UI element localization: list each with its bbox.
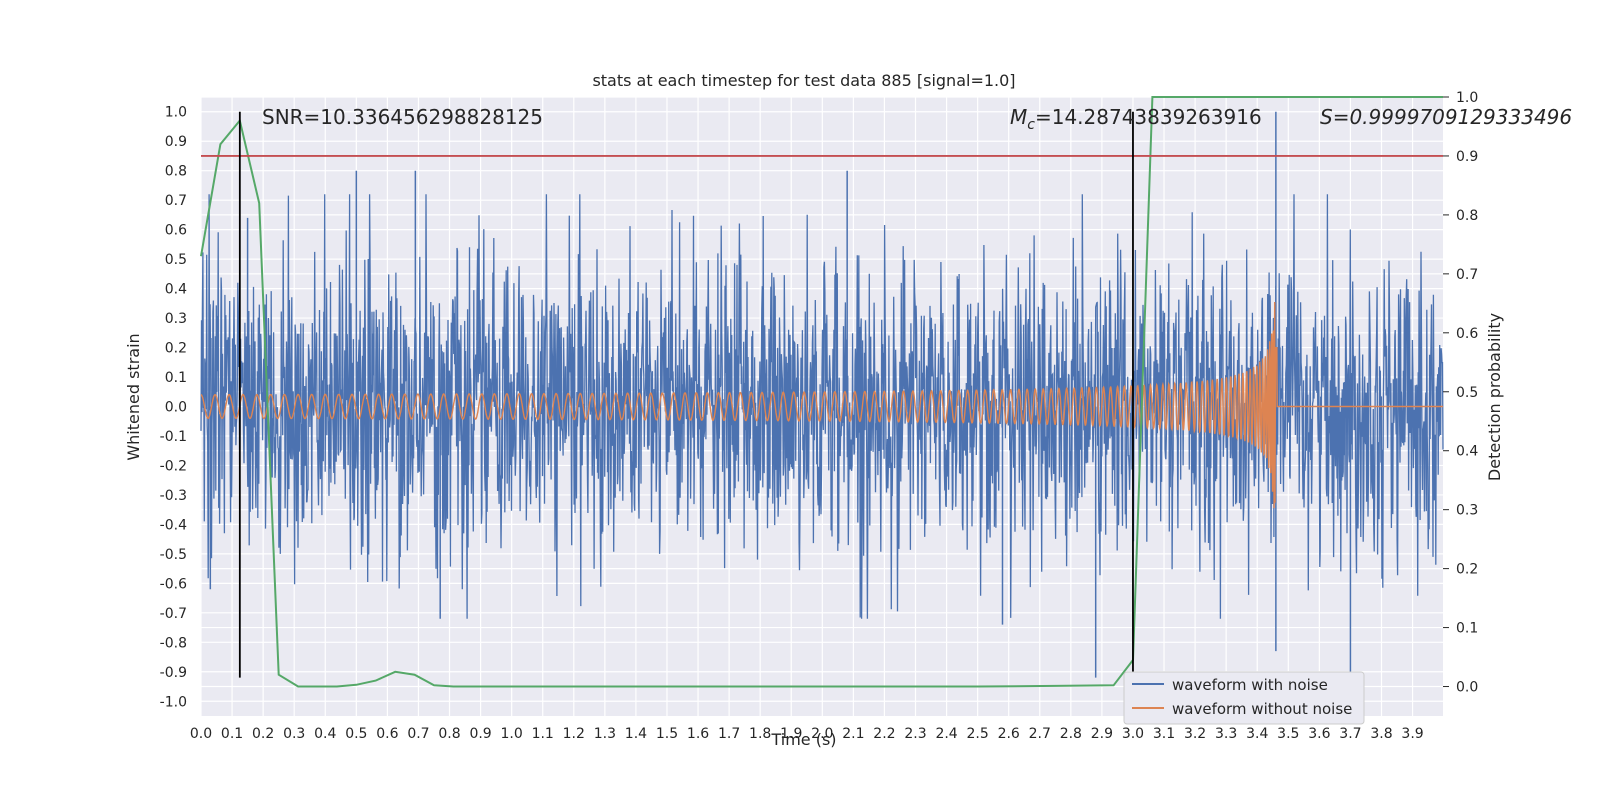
y2-tick-label: 0.7 bbox=[1456, 267, 1478, 283]
x-tick-label: 2.6 bbox=[998, 726, 1020, 742]
y-tick-label: -0.3 bbox=[160, 488, 187, 504]
legend: waveform with noise waveform without noi… bbox=[1124, 672, 1364, 724]
y-tick-label: -0.8 bbox=[160, 635, 187, 651]
x-tick-label: 1.3 bbox=[594, 726, 616, 742]
x-tick-label: 2.5 bbox=[967, 726, 989, 742]
x-tick-label: 2.9 bbox=[1091, 726, 1113, 742]
x-tick-label: 3.8 bbox=[1370, 726, 1392, 742]
y-tick-label: 0.6 bbox=[165, 223, 187, 239]
y2-axis-label: Detection probability bbox=[1485, 313, 1504, 481]
x-tick-label: 3.6 bbox=[1308, 726, 1330, 742]
x-tick-label: 0.4 bbox=[314, 726, 336, 742]
x-tick-label: 3.5 bbox=[1277, 726, 1299, 742]
y-tick-label: -0.9 bbox=[160, 665, 187, 681]
x-tick-label: 0.5 bbox=[345, 726, 367, 742]
x-tick-label: 2.8 bbox=[1060, 726, 1082, 742]
y-tick-label: -1.0 bbox=[160, 694, 187, 710]
snr-annotation: SNR=10.336456298828125 bbox=[262, 105, 543, 129]
y-tick-label: -0.6 bbox=[160, 576, 187, 592]
x-tick-label: 1.0 bbox=[501, 726, 523, 742]
x-tick-label: 2.4 bbox=[935, 726, 957, 742]
x-tick-label: 3.7 bbox=[1339, 726, 1361, 742]
y2-tick-label: 0.8 bbox=[1456, 208, 1478, 224]
y-tick-label: 0.3 bbox=[165, 311, 187, 327]
legend-label-clean: waveform without noise bbox=[1172, 700, 1352, 718]
x-tick-label: 0.9 bbox=[469, 726, 491, 742]
y-tick-label: 0.7 bbox=[165, 193, 187, 209]
y2-tick-label: 0.5 bbox=[1456, 385, 1478, 401]
x-tick-label: 1.7 bbox=[718, 726, 740, 742]
y-tick-label: -0.2 bbox=[160, 458, 187, 474]
x-tick-label: 3.2 bbox=[1184, 726, 1206, 742]
x-tick-label: 0.8 bbox=[438, 726, 460, 742]
x-tick-label: 1.8 bbox=[749, 726, 771, 742]
x-tick-label: 3.1 bbox=[1153, 726, 1175, 742]
score-annotation: S=0.9999709129333496 bbox=[1320, 105, 1572, 129]
x-tick-label: 2.7 bbox=[1029, 726, 1051, 742]
chirp-mass-annotation: Mc=14.28743839263916 bbox=[1010, 105, 1262, 133]
y-axis-label: Whitened strain bbox=[124, 333, 143, 460]
y-tick-label: 1.0 bbox=[165, 105, 187, 121]
x-tick-label: 1.5 bbox=[656, 726, 678, 742]
y2-tick-label: 0.3 bbox=[1456, 503, 1478, 519]
x-tick-label: 1.6 bbox=[687, 726, 709, 742]
chart-title: stats at each timestep for test data 885… bbox=[592, 71, 1015, 90]
chirp-mass-symbol: M bbox=[1010, 105, 1027, 129]
y-tick-label: 0.1 bbox=[165, 370, 187, 386]
x-tick-label: 3.4 bbox=[1246, 726, 1268, 742]
y2-tick-label: 0.4 bbox=[1456, 444, 1478, 460]
y2-tick-label: 0.1 bbox=[1456, 621, 1478, 637]
x-tick-label: 0.7 bbox=[407, 726, 429, 742]
legend-label-noise: waveform with noise bbox=[1172, 676, 1328, 694]
x-tick-label: 0.3 bbox=[283, 726, 305, 742]
x-tick-label: 1.1 bbox=[532, 726, 554, 742]
y-tick-label: 0.4 bbox=[165, 282, 187, 298]
y2-tick-label: 0.0 bbox=[1456, 680, 1478, 696]
x-tick-label: 3.0 bbox=[1122, 726, 1144, 742]
y-tick-label: 0.8 bbox=[165, 164, 187, 180]
x-tick-label: 3.9 bbox=[1401, 726, 1423, 742]
y-tick-label: 0.5 bbox=[165, 252, 187, 268]
y2-tick-label: 0.6 bbox=[1456, 326, 1478, 342]
y2-tick-label: 0.2 bbox=[1456, 562, 1478, 578]
x-tick-label: 0.6 bbox=[376, 726, 398, 742]
chirp-mass-value: =14.28743839263916 bbox=[1035, 105, 1262, 129]
score-text: S=0.9999709129333496 bbox=[1320, 105, 1572, 129]
x-tick-label: 1.2 bbox=[563, 726, 585, 742]
x-tick-label: 0.1 bbox=[221, 726, 243, 742]
y-tick-label: -0.1 bbox=[160, 429, 187, 445]
y-tick-label: -0.4 bbox=[160, 517, 187, 533]
x-tick-label: 1.4 bbox=[625, 726, 647, 742]
x-tick-label: 0.0 bbox=[190, 726, 212, 742]
y2-tick-label: 0.9 bbox=[1456, 149, 1478, 165]
x-tick-label: 0.2 bbox=[252, 726, 274, 742]
y-tick-label: 0.2 bbox=[165, 341, 187, 357]
y2-tick-label: 1.0 bbox=[1456, 90, 1478, 106]
x-tick-label: 2.3 bbox=[904, 726, 926, 742]
y-tick-label: 0.9 bbox=[165, 134, 187, 150]
y-tick-label: -0.5 bbox=[160, 547, 187, 563]
x-axis-label: Time (s) bbox=[770, 730, 836, 749]
y-tick-label: 0.0 bbox=[165, 400, 187, 416]
x-tick-label: 2.1 bbox=[842, 726, 864, 742]
y-tick-label: -0.7 bbox=[160, 606, 187, 622]
x-tick-label: 3.3 bbox=[1215, 726, 1237, 742]
x-tick-label: 2.2 bbox=[873, 726, 895, 742]
